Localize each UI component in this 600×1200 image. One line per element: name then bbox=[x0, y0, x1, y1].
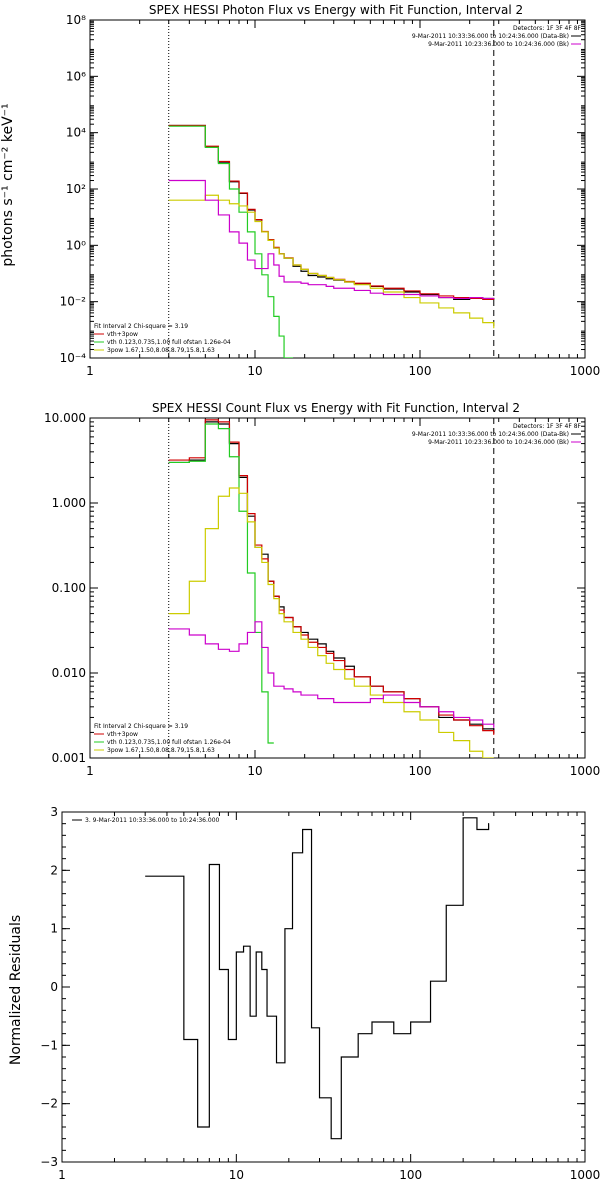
series-line bbox=[145, 817, 490, 1140]
legend-text: 3pow 1.67,1.50,8.08,8.79,15.8,1.63 bbox=[107, 347, 215, 354]
series-line bbox=[168, 487, 494, 758]
legend-text: 9-Mar-2011 10:33:36.000 to 10:24:36.000 … bbox=[412, 431, 569, 438]
x-tick-label: 1000 bbox=[570, 364, 600, 378]
series-line bbox=[168, 194, 495, 329]
legend-text: Detectors: 1F 3F 4F 8F bbox=[513, 25, 582, 32]
legend-text: vth 0.123,0.735,1.00 full ofstan 1.26e-0… bbox=[107, 739, 231, 746]
legend-text: 9-Mar-2011 10:33:36.000 to 10:24:36.000 … bbox=[412, 33, 569, 40]
y-tick-label: 2 bbox=[50, 863, 58, 877]
y-tick-label: 10⁰ bbox=[66, 238, 86, 252]
y-tick-label: −1 bbox=[40, 1038, 58, 1052]
y-tick-label: −3 bbox=[40, 1155, 58, 1169]
plot-frame bbox=[89, 19, 586, 359]
x-tick-label: 1000 bbox=[570, 1168, 600, 1182]
x-tick-label: 1 bbox=[86, 364, 94, 378]
series-line bbox=[168, 621, 495, 728]
series-line bbox=[168, 125, 294, 358]
legend-text: 3pow 1.67,1.50,8.08,8.79,15.8,1.63 bbox=[107, 747, 215, 754]
legend-text: Detectors: 1F 3F 4F 8F bbox=[513, 423, 582, 430]
plot-area: 1 10 100 1000 0.001 0.010 0.100 1.000 10.000 Dete… bbox=[44, 411, 600, 778]
y-tick-label: 0.010 bbox=[52, 666, 86, 680]
series-line bbox=[168, 423, 274, 744]
x-tick-label: 1 bbox=[86, 764, 94, 778]
legend-text: 9-Mar-2011 10:23:36.000 to 10:24:36.000 … bbox=[428, 41, 569, 48]
residuals-panel: Normalized Residuals 1 10 100 1000 −3 −2 −1 0 1 2… bbox=[8, 805, 600, 1182]
legend-text: 3. 9-Mar-2011 10:33:36.000 to 10:24:36.0… bbox=[85, 817, 220, 824]
y-tick-label: 10⁻⁴ bbox=[60, 351, 87, 365]
y-tick-label: 0.001 bbox=[52, 751, 86, 765]
y-tick-label: 10⁴ bbox=[66, 126, 86, 140]
panel-title: SPEX HESSI Photon Flux vs Energy with Fi… bbox=[149, 3, 523, 17]
y-tick-label: 0.100 bbox=[52, 581, 86, 595]
series-line bbox=[168, 421, 495, 734]
legend-text: 9-Mar-2011 10:23:36.000 to 10:24:36.000 … bbox=[428, 439, 569, 446]
x-tick-label: 100 bbox=[409, 364, 432, 378]
x-tick-label: 10 bbox=[247, 364, 262, 378]
legend-text: vth 0.123,0.735,1.00 full ofstan 1.26e-0… bbox=[107, 339, 231, 346]
plot-area: 1 10 100 1000 −3 −2 −1 0 1 2 3 3. 9-Mar-2011 10:33:… bbox=[40, 805, 600, 1182]
y-tick-label: 10.000 bbox=[44, 411, 86, 425]
y-tick-label: 10⁻² bbox=[60, 295, 87, 309]
y-tick-label: 10⁶ bbox=[66, 69, 86, 83]
y-tick-label: 1 bbox=[50, 922, 58, 936]
panel-title: SPEX HESSI Count Flux vs Energy with Fit… bbox=[152, 401, 520, 415]
plot-frame bbox=[89, 417, 586, 759]
x-tick-label: 1000 bbox=[570, 764, 600, 778]
plot-frame bbox=[61, 811, 586, 1163]
x-tick-label: 100 bbox=[399, 1168, 422, 1182]
y-tick-label: 10⁸ bbox=[66, 13, 86, 27]
y-axis-label: photons s⁻¹ cm⁻² keV⁻¹ bbox=[0, 103, 16, 266]
series-line bbox=[168, 179, 495, 300]
y-tick-label: 1.000 bbox=[52, 496, 86, 510]
y-axis-label: Normalized Residuals bbox=[8, 915, 24, 1065]
legend-text: Fit Interval 2 Chi-square = 3.19 bbox=[94, 323, 188, 330]
series-line bbox=[168, 124, 495, 301]
y-tick-label: 3 bbox=[50, 805, 58, 819]
y-tick-label: −2 bbox=[40, 1097, 58, 1111]
legend-text: vth+3pow bbox=[107, 731, 138, 738]
count-flux-panel: SPEX HESSI Count Flux vs Energy with Fit… bbox=[44, 401, 600, 778]
photon-flux-panel: SPEX HESSI Photon Flux vs Energy with Fi… bbox=[0, 3, 600, 378]
x-tick-label: 10 bbox=[229, 1168, 244, 1182]
series-line bbox=[168, 419, 495, 735]
series-line bbox=[168, 124, 495, 301]
x-tick-label: 100 bbox=[409, 764, 432, 778]
y-tick-label: 10² bbox=[66, 182, 86, 196]
plot-area: 1 10 100 1000 10⁻⁴ 10⁻² 10⁰ 10² 10⁴ 10⁶ 10⁸ Detecto… bbox=[60, 13, 600, 378]
legend-text: vth+3pow bbox=[107, 331, 138, 338]
x-tick-label: 1 bbox=[58, 1168, 66, 1182]
x-tick-label: 10 bbox=[247, 764, 262, 778]
y-tick-label: 0 bbox=[50, 980, 58, 994]
legend-text: Fit Interval 2 Chi-square = 3.19 bbox=[94, 723, 188, 730]
